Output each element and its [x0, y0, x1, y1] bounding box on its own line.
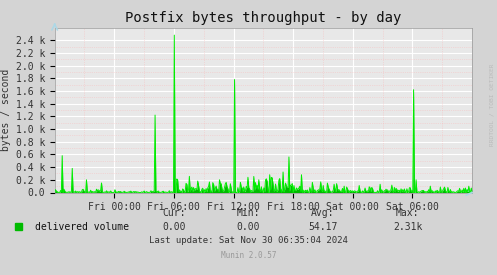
Text: 0.00: 0.00 — [162, 222, 186, 232]
Text: delivered volume: delivered volume — [35, 222, 129, 232]
Text: Last update: Sat Nov 30 06:35:04 2024: Last update: Sat Nov 30 06:35:04 2024 — [149, 236, 348, 245]
Text: Min:: Min: — [237, 208, 260, 218]
Title: Postfix bytes throughput - by day: Postfix bytes throughput - by day — [125, 11, 402, 25]
Text: Cur:: Cur: — [162, 208, 186, 218]
Y-axis label: bytes / second: bytes / second — [1, 69, 11, 151]
Text: Avg:: Avg: — [311, 208, 335, 218]
Text: Munin 2.0.57: Munin 2.0.57 — [221, 252, 276, 260]
Text: Max:: Max: — [396, 208, 419, 218]
Text: RRDTOOL / TOBI OETIKER: RRDTOOL / TOBI OETIKER — [490, 63, 495, 146]
Text: 2.31k: 2.31k — [393, 222, 422, 232]
Text: 0.00: 0.00 — [237, 222, 260, 232]
Text: 54.17: 54.17 — [308, 222, 338, 232]
